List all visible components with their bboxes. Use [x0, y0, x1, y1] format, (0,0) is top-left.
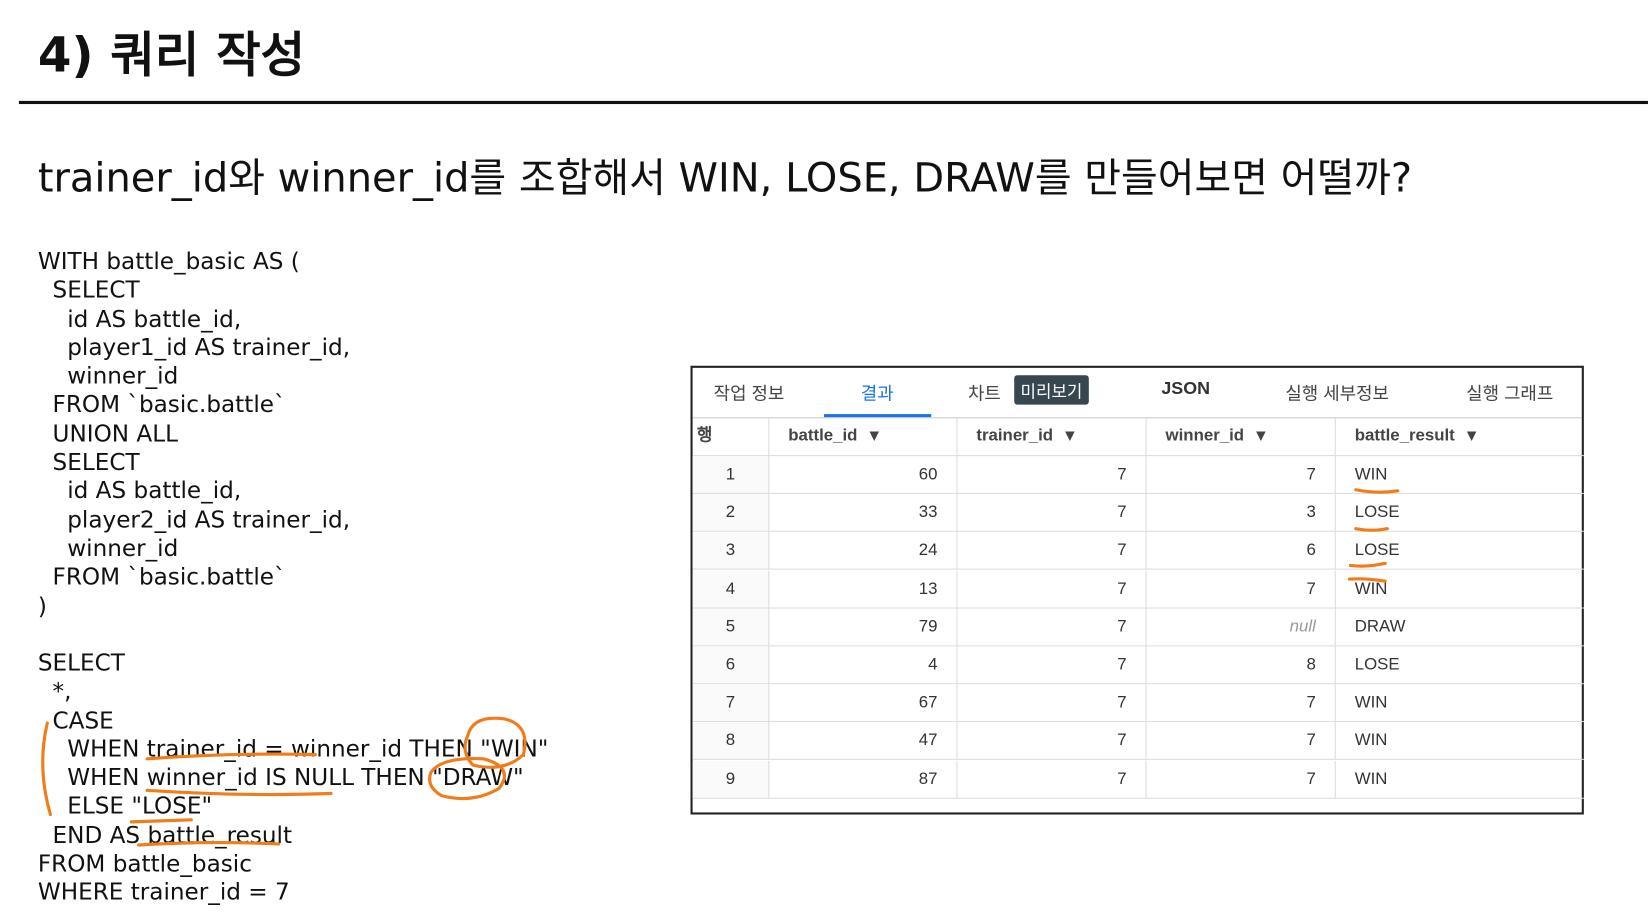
tab[interactable]: 작업 정보 [713, 383, 785, 404]
table-cell: 7 [1146, 760, 1336, 799]
table-cell: 7 [957, 456, 1147, 494]
table-cell: 7 [957, 494, 1147, 533]
column-header: battle_id ▾ [769, 418, 958, 457]
table-cell: WIN [1335, 760, 1584, 799]
tab[interactable]: 차트 [967, 383, 1001, 404]
table-cell: LOSE [1335, 532, 1584, 571]
code-line: FROM battle_basic [37, 851, 252, 878]
header-label: winner_id [1165, 426, 1245, 445]
table-cell: 6 [1146, 532, 1336, 571]
table-cell: 7 [957, 532, 1147, 571]
code-line: player2_id AS trainer_id, [37, 507, 351, 534]
table-cell: 3 [1146, 494, 1336, 533]
table-cell: 2 [692, 494, 770, 533]
code-line: WITH battle_basic AS ( [37, 249, 300, 276]
code-line: FROM `basic.battle` [37, 392, 286, 419]
code-line: END AS battle_result [37, 822, 293, 849]
tab[interactable]: 실행 그래프 [1466, 383, 1554, 404]
table-cell: WIN [1335, 684, 1584, 723]
table-cell: 7 [957, 722, 1147, 761]
table-cell: LOSE [1335, 494, 1584, 533]
column-header: trainer_id ▾ [957, 418, 1147, 457]
table-cell: 4 [769, 646, 958, 685]
code-line: winner_id [37, 535, 179, 563]
code-line: ELSE "LOSE" [37, 794, 213, 821]
code-line: WHEN trainer_id = winner_id THEN "WIN" [37, 736, 549, 763]
table-cell: null [1146, 608, 1336, 647]
header-label: battle_result [1354, 426, 1455, 445]
table-cell: 24 [769, 532, 958, 571]
sort-arrow[interactable]: ▾ [1467, 426, 1476, 445]
table-cell: 7 [957, 646, 1147, 685]
tab-indicator [823, 414, 932, 418]
table-cell: 7 [1146, 722, 1336, 761]
table-cell: 67 [769, 684, 958, 723]
code-line: FROM `basic.battle` [37, 564, 286, 591]
table-cell: 7 [957, 608, 1147, 647]
code-line: ) [37, 593, 47, 620]
sort-arrow[interactable]: ▾ [1065, 426, 1075, 445]
table-cell: 7 [1146, 570, 1336, 609]
divider [18, 100, 1648, 105]
column-header: 행 [692, 418, 770, 457]
table-cell: LOSE [1335, 646, 1584, 685]
sort-arrow[interactable]: ▾ [870, 426, 879, 445]
code-block: WITH battle_basic AS ( SELECT id AS batt… [38, 248, 350, 621]
table-cell: 47 [769, 722, 958, 761]
code-line: id AS battle_id, [37, 478, 242, 505]
code-line: SELECT [37, 449, 140, 477]
table-cell: 1 [692, 456, 770, 494]
table-cell: 6 [692, 646, 770, 685]
header-label: trainer_id [976, 426, 1054, 445]
table-cell: 7 [957, 684, 1147, 723]
code-line: SELECT [37, 277, 140, 305]
table-cell: DRAW [1335, 608, 1584, 647]
table-cell: 8 [692, 722, 770, 761]
table-cell: 3 [692, 532, 770, 571]
table-cell: 33 [769, 494, 958, 533]
table-cell: 7 [957, 570, 1147, 609]
title: 4) 쿼리 작성 [37, 26, 306, 84]
subtitle: trainer_id와 winner_id를 조합해서 WIN, LOSE, D… [37, 154, 1413, 201]
code-line: winner_id [37, 363, 179, 391]
code-line: WHERE trainer_id = 7 [37, 880, 290, 907]
table-cell: WIN [1335, 722, 1584, 761]
table-cell: 7 [1146, 684, 1336, 723]
table-cell: 9 [692, 760, 770, 799]
table-cell: 8 [1146, 646, 1336, 685]
header-label: battle_id [788, 426, 858, 445]
code-line: SELECT [37, 650, 125, 677]
table-cell: 60 [769, 456, 958, 494]
code-line: CASE [37, 707, 114, 735]
table-cell: WIN [1335, 456, 1584, 494]
tab[interactable]: 미리보기 [1014, 375, 1089, 405]
table-cell: 4 [692, 570, 770, 609]
column-header: winner_id ▾ [1146, 418, 1336, 457]
table-cell: 79 [769, 608, 958, 647]
table-cell: 5 [692, 608, 770, 647]
code-line: WHEN winner_id IS NULL THEN "DRAW" [37, 765, 524, 792]
table-cell: 87 [769, 760, 958, 799]
code-line: id AS battle_id, [37, 306, 242, 333]
code-line: UNION ALL [37, 421, 179, 448]
table-cell: 7 [1146, 456, 1336, 494]
table-cell: 7 [957, 760, 1147, 799]
tab[interactable]: 결과 [860, 383, 894, 404]
tab-divider [692, 417, 1582, 419]
tab[interactable]: 실행 세부정보 [1285, 383, 1389, 404]
table-cell: 13 [769, 570, 958, 609]
sort-arrow[interactable]: ▾ [1256, 426, 1266, 445]
code-block: SELECT *, CASE WHEN trainer_id = winner_… [38, 650, 549, 908]
header-label: 행 [696, 426, 713, 445]
table-cell: WIN [1335, 570, 1584, 609]
column-header: battle_result ▾ [1335, 418, 1584, 457]
table-cell: 7 [692, 684, 770, 723]
code-line: *, [37, 679, 72, 706]
code-line: player1_id AS trainer_id, [37, 335, 351, 362]
tab[interactable]: JSON [1161, 378, 1211, 399]
